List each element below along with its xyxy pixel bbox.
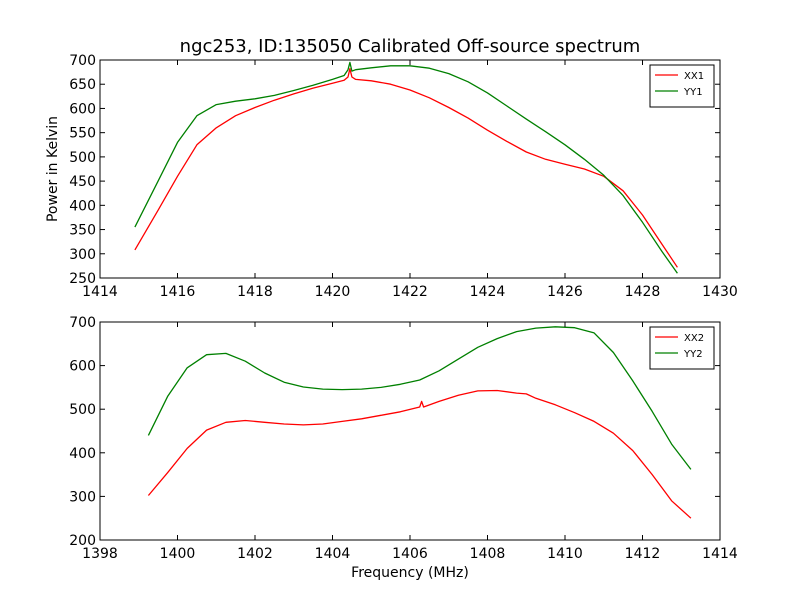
legend-label-yy2: YY2 [683, 349, 703, 360]
x-tick-label: 1414 [82, 284, 118, 300]
x-tick-label: 1426 [547, 284, 583, 300]
y-tick-label: 700 [69, 53, 96, 69]
x-tick-label: 1420 [315, 284, 351, 300]
x-tick-label: 1428 [625, 284, 661, 300]
series-line-yy2 [147, 326, 692, 470]
x-tick-label: 1406 [392, 546, 428, 562]
y-axis-label: Power in Kelvin [45, 116, 61, 222]
x-tick-label: 1422 [392, 284, 428, 300]
x-tick-label: 1400 [160, 546, 196, 562]
x-tick-label: 1404 [315, 546, 351, 562]
y-tick-label: 500 [69, 402, 96, 418]
x-tick-label: 1424 [470, 284, 506, 300]
y-tick-label: 450 [69, 174, 96, 190]
y-tick-label: 650 [69, 77, 96, 93]
y-tick-label: 300 [69, 247, 96, 263]
x-tick-label: 1416 [160, 284, 196, 300]
y-tick-label: 250 [69, 271, 96, 287]
x-tick-label: 1414 [702, 546, 738, 562]
y-tick-label: 200 [69, 533, 96, 549]
series-line-xx1 [134, 68, 678, 268]
chart-panels: 1414 1416 1418 1420 1422 1424 1426 1428 1430 250 3… [45, 53, 738, 581]
legend-label-xx1: XX1 [684, 71, 704, 82]
x-tick-label: 1408 [470, 546, 506, 562]
legend-box [649, 64, 715, 108]
y-tick-label: 600 [69, 359, 96, 375]
x-tick-label: 1430 [702, 284, 738, 300]
x-tick-label: 1410 [547, 546, 583, 562]
x-tick-label: 1418 [237, 284, 273, 300]
y-tick-label: 600 [69, 101, 96, 117]
series-line-yy1 [134, 61, 678, 274]
y-tick-label: 550 [69, 126, 96, 142]
y-tick-label: 400 [69, 446, 96, 462]
y-tick-label: 350 [69, 223, 96, 239]
legend-label-yy1: YY1 [683, 87, 703, 98]
x-tick-label: 1402 [237, 546, 273, 562]
legend-box [649, 326, 715, 370]
legend-label-xx2: XX2 [684, 333, 704, 344]
chart-panel-1: 1414 1416 1418 1420 1422 1424 1426 1428 1430 250 3… [45, 53, 738, 300]
x-tick-label: 1398 [82, 546, 118, 562]
y-tick-label: 400 [69, 198, 96, 214]
x-tick-label: 1412 [625, 546, 661, 562]
y-tick-label: 300 [69, 489, 96, 505]
y-tick-label: 500 [69, 150, 96, 166]
y-tick-label: 700 [69, 315, 96, 331]
x-axis-label: Frequency (MHz) [351, 565, 469, 581]
chart-panel-2: 1398 1400 1402 1404 1406 1408 1410 1412 1414 200 3… [69, 315, 738, 581]
chart-title: ngc253, ID:135050 Calibrated Off-source … [180, 36, 641, 57]
series-line-xx2 [147, 389, 692, 519]
